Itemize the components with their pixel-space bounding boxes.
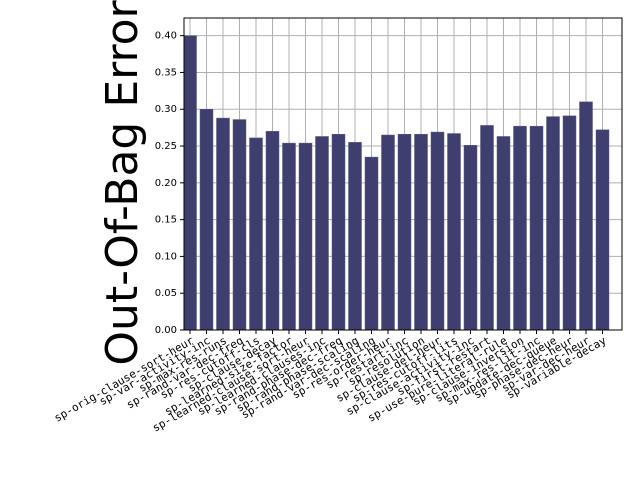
bar <box>348 142 362 331</box>
bar <box>562 115 577 331</box>
bar <box>183 35 197 331</box>
bar <box>364 156 379 331</box>
bar <box>463 145 478 331</box>
bar <box>381 134 395 331</box>
bar <box>331 134 346 331</box>
bar <box>595 129 610 331</box>
y-tick-label: 0.35 <box>155 67 177 78</box>
y-tick-label: 0.20 <box>155 178 177 189</box>
bar <box>513 125 527 331</box>
y-tick-label: 0.15 <box>155 215 177 226</box>
bar <box>579 101 593 331</box>
bar <box>447 133 461 331</box>
bar <box>496 136 511 331</box>
y-tick-label: 0.10 <box>155 251 177 262</box>
bar <box>265 131 280 331</box>
bar <box>414 134 428 331</box>
bar <box>529 125 544 331</box>
y-axis-label: Out-Of-Bag Error <box>97 0 148 366</box>
y-tick-label: 0.40 <box>155 31 177 42</box>
bar <box>298 142 313 331</box>
y-tick-label: 0.30 <box>155 104 177 115</box>
bar <box>315 136 329 331</box>
bar <box>397 134 412 331</box>
y-tick-label: 0.00 <box>155 325 177 336</box>
y-tick-label: 0.25 <box>155 141 177 152</box>
bar <box>282 142 296 331</box>
bar <box>430 131 445 331</box>
bar <box>199 108 214 331</box>
plot-frame <box>183 17 623 331</box>
bar <box>546 116 560 331</box>
bar <box>249 137 263 331</box>
bar <box>232 119 247 331</box>
y-tick-label: 0.05 <box>155 288 177 299</box>
bar <box>216 117 230 331</box>
bar <box>480 125 494 331</box>
